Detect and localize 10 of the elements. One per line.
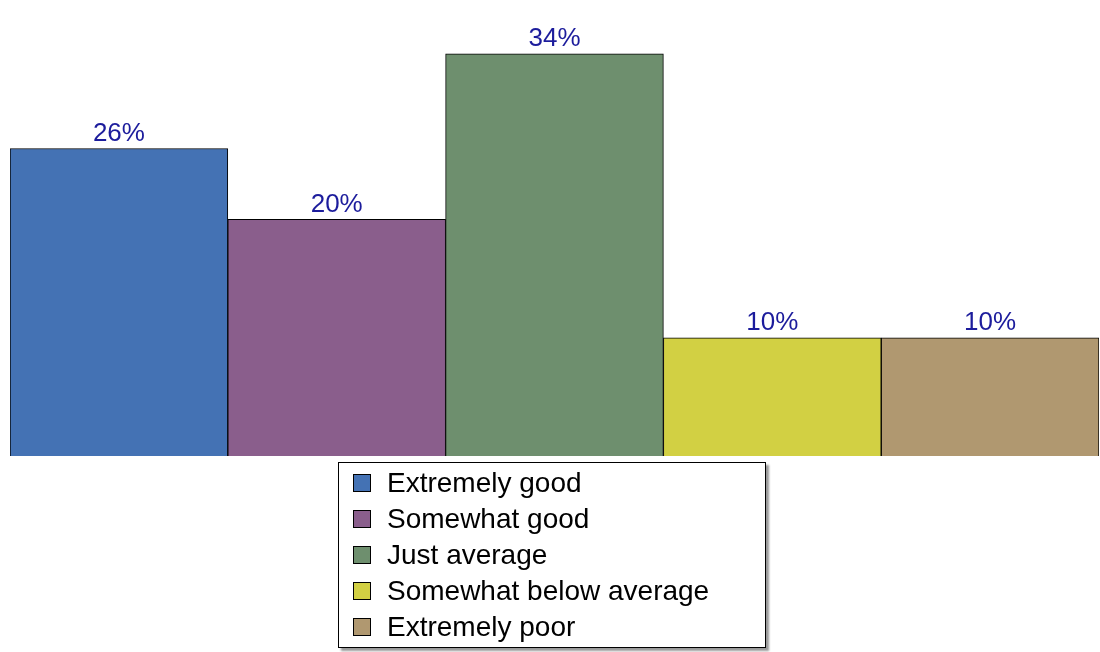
legend-label: Extremely poor xyxy=(387,610,576,644)
legend-label: Somewhat below average xyxy=(387,574,710,608)
legend-label: Somewhat good xyxy=(387,502,590,536)
data-label: 20% xyxy=(310,187,363,218)
legend-label: Extremely good xyxy=(387,466,582,500)
data-label: 34% xyxy=(528,22,581,52)
legend-label: Just average xyxy=(387,538,548,572)
data-label: 10% xyxy=(746,305,799,336)
data-label: 26% xyxy=(92,116,145,147)
data-label: 10% xyxy=(964,305,1017,336)
